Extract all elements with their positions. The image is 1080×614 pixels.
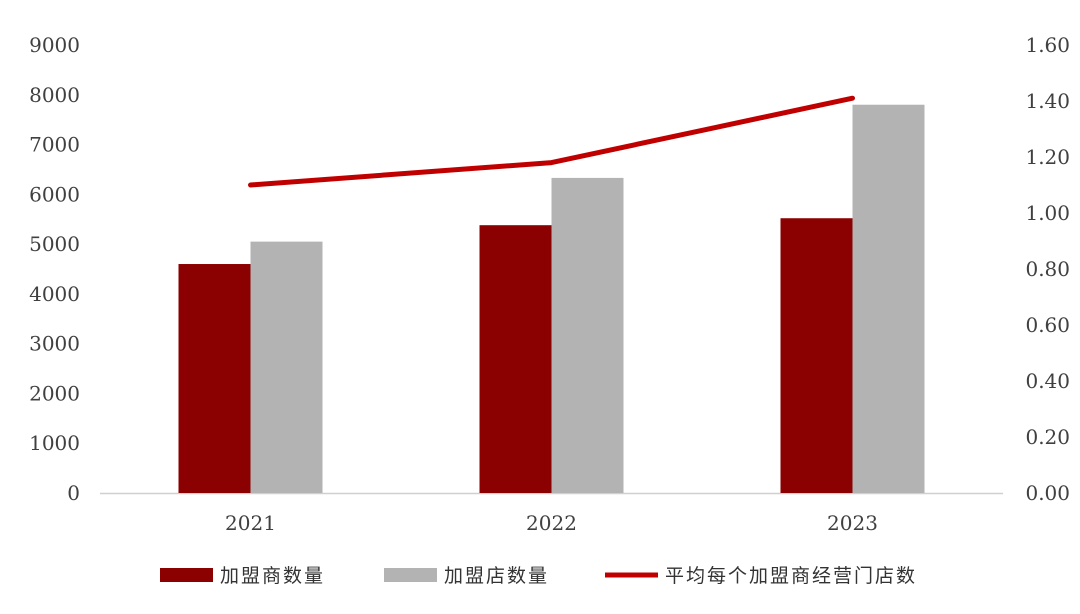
- x-tick-label: 2022: [526, 511, 577, 535]
- series-lines: [248, 95, 855, 188]
- left-tick-label: 6000: [29, 182, 80, 206]
- bar-加盟店数量-2023: [852, 104, 925, 493]
- right-tick-label: 0.00: [1025, 481, 1070, 505]
- right-tick-label: 1.60: [1025, 33, 1070, 57]
- legend: 加盟商数量 加盟店数量 平均每个加盟商经营门店数: [160, 565, 917, 587]
- left-tick-label: 3000: [29, 332, 80, 356]
- left-tick-label: 5000: [29, 232, 80, 256]
- bar-加盟店数量-2022: [551, 177, 624, 493]
- left-axis-ticks: 0 1000 2000 3000 4000 5000 6000 7000 8000 9000: [29, 33, 80, 505]
- bar-加盟店数量-2021: [250, 241, 323, 493]
- x-tick-label: 2023: [827, 511, 878, 535]
- legend-swatch: [160, 568, 213, 582]
- legend-label: 平均每个加盟商经营门店数: [665, 565, 917, 587]
- right-tick-label: 0.80: [1025, 257, 1070, 281]
- x-axis-ticks: 2021 2022 2023: [225, 511, 878, 535]
- right-tick-label: 0.60: [1025, 313, 1070, 337]
- bar-加盟商数量-2021: [178, 264, 251, 493]
- left-tick-label: 0: [67, 481, 80, 505]
- right-tick-label: 0.40: [1025, 369, 1070, 393]
- bars: [178, 104, 925, 493]
- left-tick-label: 4000: [29, 282, 80, 306]
- legend-label: 加盟商数量: [220, 565, 325, 587]
- left-tick-label: 7000: [29, 133, 80, 157]
- right-tick-label: 1.00: [1025, 201, 1070, 225]
- bar-加盟商数量-2023: [780, 218, 853, 493]
- left-tick-label: 2000: [29, 381, 80, 405]
- right-axis-ticks: 0.00 0.20 0.40 0.60 0.80 1.00 1.20 1.40 1.60: [1025, 33, 1070, 505]
- left-tick-label: 9000: [29, 33, 80, 57]
- right-tick-label: 0.20: [1025, 425, 1070, 449]
- legend-swatch: [384, 568, 437, 582]
- right-tick-label: 1.40: [1025, 89, 1070, 113]
- x-tick-label: 2021: [225, 511, 276, 535]
- left-tick-label: 8000: [29, 83, 80, 107]
- line-series-average-stores: [248, 95, 855, 188]
- bar-加盟商数量-2022: [479, 225, 552, 493]
- legend-label: 加盟店数量: [444, 565, 549, 587]
- right-tick-label: 1.20: [1025, 145, 1070, 169]
- left-tick-label: 1000: [29, 431, 80, 455]
